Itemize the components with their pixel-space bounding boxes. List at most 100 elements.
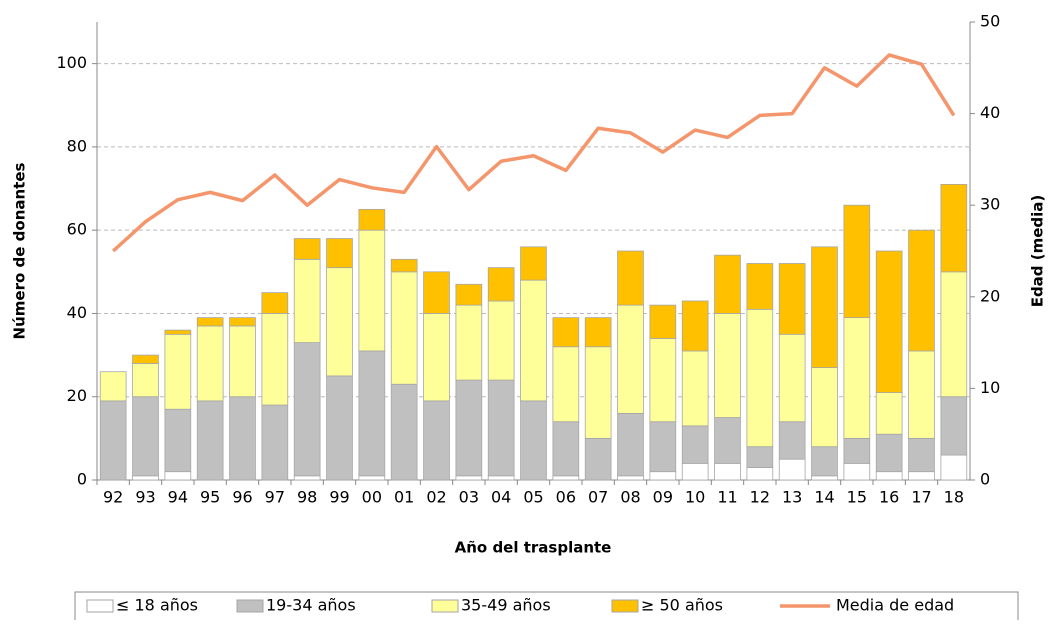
bar	[164, 333, 192, 410]
legend-box	[74, 591, 1019, 624]
bar	[908, 437, 935, 473]
bar	[746, 446, 774, 468]
bar	[940, 183, 968, 273]
line	[111, 53, 956, 253]
bar	[229, 325, 256, 398]
bar	[455, 283, 483, 306]
bar	[520, 279, 547, 402]
bar	[196, 317, 224, 327]
bar	[617, 304, 644, 414]
bar	[358, 350, 386, 477]
bar	[455, 475, 483, 481]
x-tick-label: 14	[814, 488, 834, 507]
bar	[649, 471, 677, 481]
y2-tick-label: 0	[980, 470, 990, 489]
legend-swatch	[236, 599, 264, 613]
x-tick-label: 01	[394, 488, 414, 507]
bar	[908, 471, 935, 481]
bar	[326, 375, 353, 481]
bar	[875, 433, 903, 473]
bar	[390, 258, 418, 273]
x-tick-label: 97	[265, 488, 285, 507]
bar	[617, 475, 644, 481]
bar	[196, 400, 224, 481]
bar	[358, 229, 386, 352]
legend-swatch	[431, 599, 459, 613]
bar	[293, 258, 321, 343]
bar	[229, 396, 256, 481]
x-tick-label: 96	[232, 488, 252, 507]
y-tick-label: 80	[67, 136, 87, 155]
bar	[811, 475, 838, 481]
bar	[778, 458, 806, 481]
bar	[875, 392, 903, 435]
bar	[843, 462, 871, 481]
bar	[843, 437, 871, 464]
bar	[843, 204, 871, 319]
bar	[584, 437, 612, 481]
bar	[293, 475, 321, 481]
bar	[99, 371, 127, 402]
legend-swatch	[86, 599, 114, 613]
bar	[455, 379, 483, 477]
bar	[423, 400, 450, 481]
x-tick-label: 09	[653, 488, 673, 507]
x-tick-label: 00	[362, 488, 382, 507]
y-axis-title: Número de donantes	[11, 162, 29, 339]
bar	[487, 379, 515, 477]
bar	[390, 271, 418, 385]
bar	[746, 308, 774, 448]
bar	[520, 400, 547, 481]
bar	[681, 425, 709, 464]
x-axis-title: Año del trasplante	[455, 539, 612, 557]
bar	[649, 338, 677, 423]
y-tick-label: 20	[67, 386, 87, 405]
bar	[940, 396, 968, 456]
bar	[584, 317, 612, 348]
x-tick-label: 95	[200, 488, 220, 507]
bar	[681, 300, 709, 352]
bar	[584, 346, 612, 439]
y-tick-label: 40	[67, 303, 87, 322]
bar	[746, 263, 774, 310]
bar	[423, 313, 450, 402]
bar	[520, 246, 547, 281]
bar	[617, 412, 644, 477]
bar	[358, 475, 386, 481]
bar	[778, 421, 806, 460]
bar	[811, 367, 838, 448]
legend-label: Media de edad	[836, 596, 954, 615]
bar	[552, 421, 580, 477]
bar	[164, 408, 192, 473]
bar	[875, 471, 903, 481]
bar	[843, 317, 871, 439]
bar	[681, 350, 709, 427]
x-tick-label: 03	[459, 488, 479, 507]
y2-axis-title: Edad (media)	[1029, 195, 1047, 308]
x-tick-label: 07	[588, 488, 608, 507]
bar	[552, 346, 580, 423]
bar	[778, 333, 806, 423]
bar	[908, 350, 935, 439]
y2-tick-label: 30	[980, 195, 1000, 214]
legend-swatch	[611, 599, 639, 613]
x-tick-label: 02	[426, 488, 446, 507]
bar	[908, 229, 935, 352]
bar	[649, 304, 677, 339]
bar	[875, 250, 903, 393]
bar	[196, 325, 224, 402]
y2-tick-label: 40	[980, 103, 1000, 122]
bar	[293, 342, 321, 477]
bar	[293, 238, 321, 260]
bar	[714, 462, 741, 481]
bar	[746, 467, 774, 481]
legend-label: ≥ 50 años	[641, 596, 723, 615]
bar	[261, 404, 289, 481]
y2-tick-label: 50	[980, 12, 1000, 31]
bar	[261, 313, 289, 406]
y-tick-label: 60	[67, 220, 87, 239]
x-tick-label: 93	[135, 488, 155, 507]
bar	[326, 267, 353, 377]
legend-label: 19-34 años	[266, 596, 356, 615]
